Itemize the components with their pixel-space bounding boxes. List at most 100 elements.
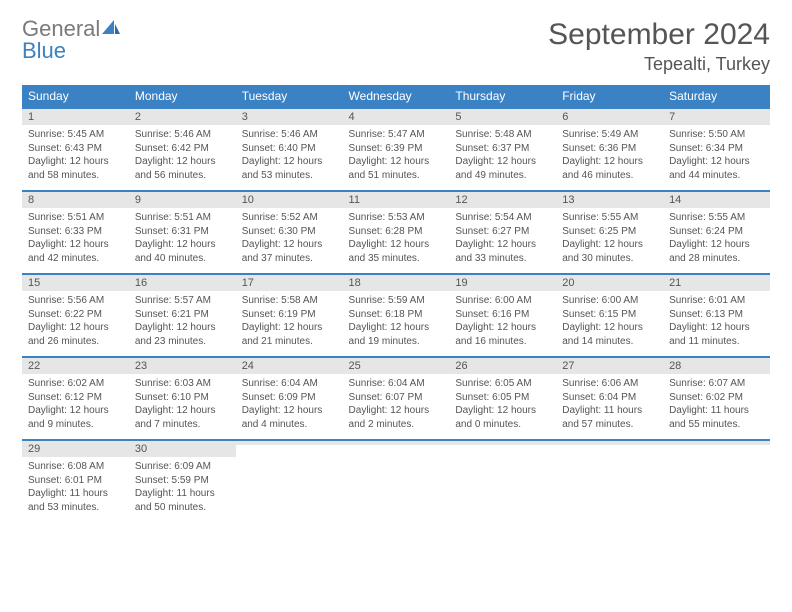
sunrise-line: Sunrise: 5:51 AM [28, 211, 123, 225]
sunset-line: Sunset: 6:19 PM [242, 308, 337, 322]
day-body: Sunrise: 5:58 AMSunset: 6:19 PMDaylight:… [236, 291, 343, 356]
daylight-line: Daylight: 12 hours and 46 minutes. [562, 155, 657, 182]
day-number: 25 [343, 358, 450, 374]
title-block: September 2024 Tepealti, Turkey [548, 18, 770, 75]
day-cell: 20Sunrise: 6:00 AMSunset: 6:15 PMDayligh… [556, 274, 663, 357]
sunset-line: Sunset: 5:59 PM [135, 474, 230, 488]
day-number: 6 [556, 109, 663, 125]
day-body: Sunrise: 5:50 AMSunset: 6:34 PMDaylight:… [663, 125, 770, 190]
week-row: 8Sunrise: 5:51 AMSunset: 6:33 PMDaylight… [22, 191, 770, 274]
day-number: 7 [663, 109, 770, 125]
sunrise-line: Sunrise: 6:05 AM [455, 377, 550, 391]
week-row: 15Sunrise: 5:56 AMSunset: 6:22 PMDayligh… [22, 274, 770, 357]
sunset-line: Sunset: 6:12 PM [28, 391, 123, 405]
sunset-line: Sunset: 6:10 PM [135, 391, 230, 405]
day-cell [556, 440, 663, 522]
sunset-line: Sunset: 6:13 PM [669, 308, 764, 322]
day-body: Sunrise: 6:05 AMSunset: 6:05 PMDaylight:… [449, 374, 556, 439]
day-cell: 22Sunrise: 6:02 AMSunset: 6:12 PMDayligh… [22, 357, 129, 440]
day-header: Tuesday [236, 85, 343, 108]
day-cell: 8Sunrise: 5:51 AMSunset: 6:33 PMDaylight… [22, 191, 129, 274]
day-body [343, 445, 450, 503]
daylight-line: Daylight: 12 hours and 44 minutes. [669, 155, 764, 182]
day-cell: 10Sunrise: 5:52 AMSunset: 6:30 PMDayligh… [236, 191, 343, 274]
day-body: Sunrise: 6:02 AMSunset: 6:12 PMDaylight:… [22, 374, 129, 439]
day-body: Sunrise: 6:06 AMSunset: 6:04 PMDaylight:… [556, 374, 663, 439]
day-cell [663, 440, 770, 522]
day-cell: 14Sunrise: 5:55 AMSunset: 6:24 PMDayligh… [663, 191, 770, 274]
day-cell: 30Sunrise: 6:09 AMSunset: 5:59 PMDayligh… [129, 440, 236, 522]
sunrise-line: Sunrise: 5:59 AM [349, 294, 444, 308]
day-cell: 26Sunrise: 6:05 AMSunset: 6:05 PMDayligh… [449, 357, 556, 440]
sunrise-line: Sunrise: 5:46 AM [242, 128, 337, 142]
day-cell: 16Sunrise: 5:57 AMSunset: 6:21 PMDayligh… [129, 274, 236, 357]
sunrise-line: Sunrise: 5:50 AM [669, 128, 764, 142]
sunset-line: Sunset: 6:27 PM [455, 225, 550, 239]
day-body: Sunrise: 6:00 AMSunset: 6:16 PMDaylight:… [449, 291, 556, 356]
sunset-line: Sunset: 6:30 PM [242, 225, 337, 239]
daylight-line: Daylight: 12 hours and 23 minutes. [135, 321, 230, 348]
day-body: Sunrise: 5:45 AMSunset: 6:43 PMDaylight:… [22, 125, 129, 190]
day-body: Sunrise: 5:56 AMSunset: 6:22 PMDaylight:… [22, 291, 129, 356]
day-number: 19 [449, 275, 556, 291]
day-cell: 24Sunrise: 6:04 AMSunset: 6:09 PMDayligh… [236, 357, 343, 440]
sunrise-line: Sunrise: 5:53 AM [349, 211, 444, 225]
day-number: 13 [556, 192, 663, 208]
day-body: Sunrise: 5:51 AMSunset: 6:33 PMDaylight:… [22, 208, 129, 273]
day-number: 9 [129, 192, 236, 208]
day-body: Sunrise: 5:53 AMSunset: 6:28 PMDaylight:… [343, 208, 450, 273]
day-cell: 23Sunrise: 6:03 AMSunset: 6:10 PMDayligh… [129, 357, 236, 440]
month-title: September 2024 [548, 18, 770, 52]
daylight-line: Daylight: 12 hours and 30 minutes. [562, 238, 657, 265]
day-number: 1 [22, 109, 129, 125]
day-body: Sunrise: 5:55 AMSunset: 6:24 PMDaylight:… [663, 208, 770, 273]
sunset-line: Sunset: 6:21 PM [135, 308, 230, 322]
day-number: 5 [449, 109, 556, 125]
sunset-line: Sunset: 6:16 PM [455, 308, 550, 322]
sunrise-line: Sunrise: 5:47 AM [349, 128, 444, 142]
sunset-line: Sunset: 6:22 PM [28, 308, 123, 322]
sunrise-line: Sunrise: 5:52 AM [242, 211, 337, 225]
daylight-line: Daylight: 12 hours and 19 minutes. [349, 321, 444, 348]
sunrise-line: Sunrise: 5:58 AM [242, 294, 337, 308]
day-number: 27 [556, 358, 663, 374]
daylight-line: Daylight: 11 hours and 55 minutes. [669, 404, 764, 431]
daylight-line: Daylight: 12 hours and 0 minutes. [455, 404, 550, 431]
daylight-line: Daylight: 12 hours and 49 minutes. [455, 155, 550, 182]
day-body [449, 445, 556, 503]
sunset-line: Sunset: 6:24 PM [669, 225, 764, 239]
sunrise-line: Sunrise: 6:07 AM [669, 377, 764, 391]
sunrise-line: Sunrise: 6:08 AM [28, 460, 123, 474]
location-label: Tepealti, Turkey [548, 54, 770, 75]
sunset-line: Sunset: 6:01 PM [28, 474, 123, 488]
day-cell: 17Sunrise: 5:58 AMSunset: 6:19 PMDayligh… [236, 274, 343, 357]
day-number: 22 [22, 358, 129, 374]
calendar-table: Sunday Monday Tuesday Wednesday Thursday… [22, 85, 770, 522]
day-number: 26 [449, 358, 556, 374]
day-cell: 13Sunrise: 5:55 AMSunset: 6:25 PMDayligh… [556, 191, 663, 274]
day-body: Sunrise: 5:55 AMSunset: 6:25 PMDaylight:… [556, 208, 663, 273]
sail-icon [100, 18, 122, 40]
day-cell: 7Sunrise: 5:50 AMSunset: 6:34 PMDaylight… [663, 108, 770, 191]
day-cell: 28Sunrise: 6:07 AMSunset: 6:02 PMDayligh… [663, 357, 770, 440]
day-number: 28 [663, 358, 770, 374]
daylight-line: Daylight: 12 hours and 58 minutes. [28, 155, 123, 182]
daylight-line: Daylight: 12 hours and 37 minutes. [242, 238, 337, 265]
daylight-line: Daylight: 12 hours and 28 minutes. [669, 238, 764, 265]
week-row: 29Sunrise: 6:08 AMSunset: 6:01 PMDayligh… [22, 440, 770, 522]
day-number: 11 [343, 192, 450, 208]
sunrise-line: Sunrise: 6:02 AM [28, 377, 123, 391]
day-cell [343, 440, 450, 522]
day-cell: 21Sunrise: 6:01 AMSunset: 6:13 PMDayligh… [663, 274, 770, 357]
daylight-line: Daylight: 12 hours and 7 minutes. [135, 404, 230, 431]
day-body: Sunrise: 6:03 AMSunset: 6:10 PMDaylight:… [129, 374, 236, 439]
daylight-line: Daylight: 12 hours and 53 minutes. [242, 155, 337, 182]
day-number: 30 [129, 441, 236, 457]
daylight-line: Daylight: 11 hours and 50 minutes. [135, 487, 230, 514]
sunrise-line: Sunrise: 5:45 AM [28, 128, 123, 142]
day-number: 8 [22, 192, 129, 208]
day-cell: 4Sunrise: 5:47 AMSunset: 6:39 PMDaylight… [343, 108, 450, 191]
sunrise-line: Sunrise: 6:00 AM [455, 294, 550, 308]
day-cell: 15Sunrise: 5:56 AMSunset: 6:22 PMDayligh… [22, 274, 129, 357]
day-body [236, 445, 343, 503]
